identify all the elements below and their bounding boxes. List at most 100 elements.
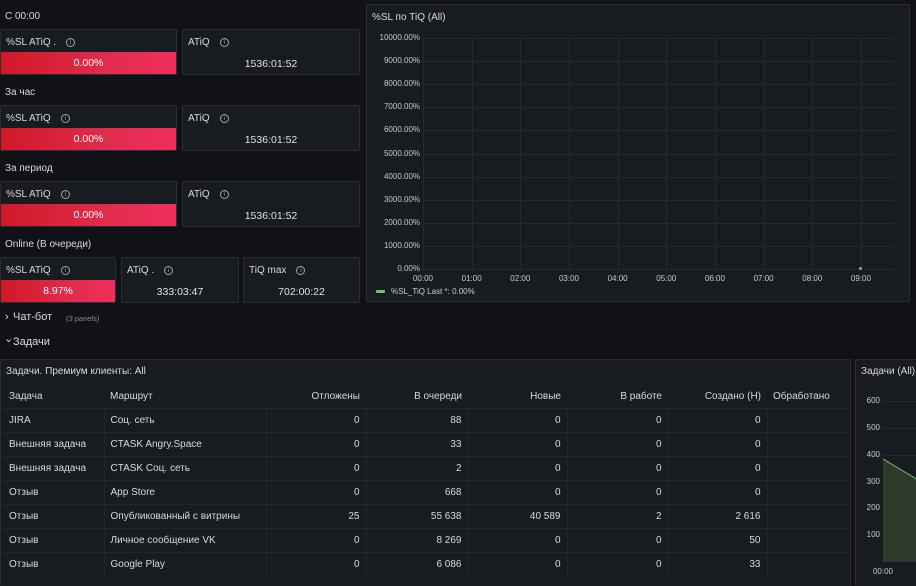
- table-cell: 2: [566, 503, 668, 528]
- grid-line: [423, 176, 895, 178]
- section-title-since-midnight: С 00:00: [5, 11, 41, 22]
- chart-legend[interactable]: %SL_TiQ Last *: 0.00%: [376, 287, 475, 296]
- info-icon[interactable]: i: [219, 189, 229, 199]
- stat-panel-sl-atiq-per-period[interactable]: %SL ATiQ i 0.00%: [0, 181, 177, 227]
- info-icon[interactable]: i: [60, 189, 70, 199]
- stat-value: 1536:01:52: [244, 58, 298, 70]
- area-line: [883, 458, 916, 480]
- table-cell: 0: [667, 431, 767, 456]
- table-cell: 6 086: [365, 551, 468, 576]
- column-header[interactable]: В работе: [620, 390, 662, 402]
- stat-value: 0.00%: [1, 204, 176, 226]
- y-tick-label: 2000.00%: [383, 217, 420, 227]
- data-point[interactable]: [859, 266, 863, 270]
- table-cell: [766, 551, 848, 576]
- table-cell: Внешняя задача: [3, 455, 104, 480]
- info-icon[interactable]: i: [164, 265, 174, 275]
- plot-area: [423, 38, 895, 270]
- table-row[interactable]: Отзыв Google Play 0 6 086 0 0 33: [3, 551, 848, 576]
- table-cell: JIRA: [3, 407, 104, 432]
- y-tick-label: 10000.00%: [379, 33, 420, 42]
- stat-value: 8.97%: [1, 280, 115, 302]
- panel-title: %SL ATiQ .: [6, 37, 57, 48]
- table-cell: 2 616: [667, 503, 767, 528]
- panel-count: (3 panels): [66, 314, 100, 323]
- table-cell: 0: [667, 455, 767, 480]
- panel-title: ATiQ: [188, 113, 210, 124]
- table-panel-premium-tasks[interactable]: Задачи. Премиум клиенты: All Задача Маршр…: [0, 359, 851, 586]
- table-row[interactable]: Внешняя задача CTASK Angry.Space 0 33 0 0 0: [3, 431, 848, 456]
- row-chat-bot[interactable]: › Чат-бот (3 panels): [0, 306, 916, 328]
- table-row[interactable]: Внешняя задача CTASK Соц. сеть 0 2 0 0 0: [3, 455, 848, 480]
- column-header[interactable]: В очереди: [414, 390, 462, 402]
- stat-panel-atiq-since-midnight[interactable]: ATiQ i 1536:01:52: [182, 29, 360, 75]
- y-tick-label: 3000.00%: [383, 194, 420, 204]
- table-cell: 0: [566, 479, 668, 504]
- x-tick-label: 08:00: [802, 274, 823, 283]
- column-header[interactable]: Маршрут: [110, 390, 153, 402]
- x-tick-label: 01:00: [461, 274, 482, 283]
- table-cell: 0: [265, 479, 366, 504]
- table-cell: 88: [365, 407, 468, 432]
- y-tick-label: 6000.00%: [383, 125, 420, 135]
- stat-panel-sl-atiq-online[interactable]: %SL ATiQ i 8.97%: [0, 257, 116, 303]
- table-row[interactable]: Отзыв Личное сообщение VK 0 8 269 0 0 50: [3, 527, 848, 552]
- info-icon[interactable]: i: [66, 37, 76, 47]
- chart-title: %SL по TiQ (All): [372, 12, 446, 23]
- y-tick-label: 9000.00%: [383, 56, 420, 66]
- table-cell: Отзыв: [3, 479, 104, 504]
- table-header: Задача Маршрут Отложены В очереди Новые В раб…: [3, 385, 848, 408]
- y-tick-label: 8000.00%: [383, 79, 420, 89]
- chart-panel-tasks-all[interactable]: Задачи (All) 600 500 400 300 200 100 00:00: [855, 359, 916, 586]
- grid-line: [423, 245, 895, 247]
- panel-title: ATiQ: [188, 37, 210, 48]
- stat-panel-tiq-max-online[interactable]: TiQ max i 702:00:22: [243, 257, 360, 303]
- chart-panel-sl-by-tiq[interactable]: %SL по TiQ (All) 10000.00% 9000.00% 8000.0…: [366, 4, 910, 302]
- table-row[interactable]: Отзыв Опубликованный с витрины 25 55 638 40 …: [3, 503, 848, 528]
- table-cell: 25: [265, 503, 366, 528]
- y-tick-label: 400: [866, 449, 880, 459]
- column-header[interactable]: Обработано: [773, 390, 830, 402]
- table-title: Задачи. Премиум клиенты: All: [6, 366, 146, 377]
- table-cell: 0: [265, 431, 366, 456]
- stat-value: 333:03:47: [156, 286, 204, 298]
- row-tasks[interactable]: ⌄ Задачи: [0, 330, 916, 354]
- stat-panel-sl-atiq-since-midnight[interactable]: %SL ATiQ . i 0.00%: [0, 29, 177, 75]
- y-tick-label: 500: [866, 423, 880, 433]
- table-cell: CTASK Angry.Space: [103, 431, 266, 456]
- table-cell: 0: [467, 527, 567, 552]
- column-header[interactable]: Новые: [530, 390, 561, 402]
- table-cell: 0: [566, 551, 668, 576]
- row-title: Чат-бот: [13, 311, 53, 323]
- grid-line: [883, 428, 916, 430]
- info-icon[interactable]: i: [296, 265, 306, 275]
- table-cell: 2: [365, 455, 468, 480]
- grid-line: [423, 38, 895, 39]
- tasks-table: Задача Маршрут Отложены В очереди Новые В раб…: [3, 385, 848, 576]
- stat-panel-atiq-per-period[interactable]: ATiQ i 1536:01:52: [182, 181, 360, 227]
- table-cell: 0: [467, 431, 567, 456]
- table-cell: 0: [467, 455, 567, 480]
- column-header[interactable]: Создано (H): [704, 390, 761, 402]
- stat-value: 702:00:22: [278, 286, 325, 298]
- info-icon[interactable]: i: [219, 37, 229, 47]
- info-icon[interactable]: i: [219, 113, 229, 123]
- table-row[interactable]: JIRA Соц. сеть 0 88 0 0 0: [3, 407, 848, 432]
- column-header[interactable]: Отложены: [311, 390, 361, 402]
- info-icon[interactable]: i: [60, 113, 70, 123]
- table-cell: 33: [667, 551, 767, 576]
- table-cell: 33: [365, 431, 468, 456]
- stat-panel-atiq-per-hour[interactable]: ATiQ i 1536:01:52: [182, 105, 360, 151]
- info-icon[interactable]: i: [60, 265, 70, 275]
- column-header[interactable]: Задача: [9, 390, 43, 402]
- y-tick-label: 1000.00%: [383, 240, 420, 250]
- stat-panel-sl-atiq-per-hour[interactable]: %SL ATiQ i 0.00%: [0, 105, 177, 151]
- panel-title: ATiQ .: [127, 265, 155, 276]
- panel-title: TiQ max: [249, 265, 287, 276]
- table-cell: 0: [467, 407, 567, 432]
- table-cell: 0: [566, 407, 668, 432]
- table-row[interactable]: Отзыв App Store 0 668 0 0 0: [3, 479, 848, 504]
- section-title-per-period: За период: [5, 163, 53, 174]
- stat-panel-atiq-online[interactable]: ATiQ . i 333:03:47: [121, 257, 239, 303]
- grid-line: [617, 38, 619, 269]
